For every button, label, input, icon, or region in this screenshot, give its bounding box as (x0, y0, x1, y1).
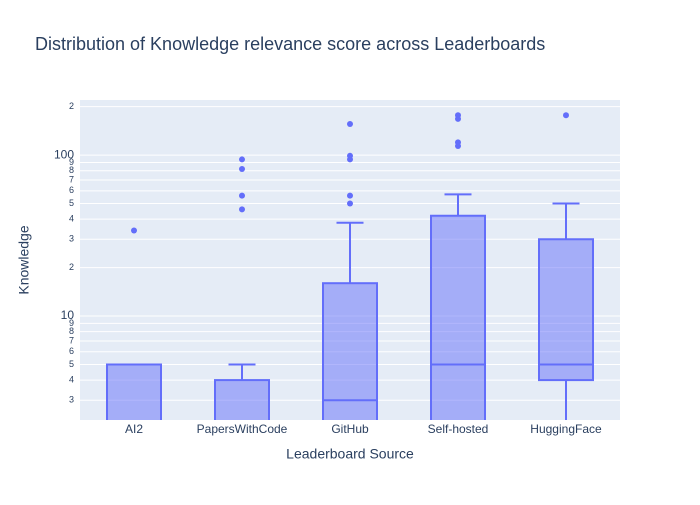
outlier (131, 227, 137, 234)
x-tick-label: GitHub (331, 422, 369, 436)
outlier (347, 200, 353, 207)
y-tick-label: 6 (69, 185, 74, 195)
outlier (347, 156, 353, 163)
y-tick-label: 6 (69, 346, 74, 356)
box (214, 379, 270, 420)
outlier (239, 156, 245, 163)
box (430, 214, 486, 420)
y-tick-label: 3 (69, 234, 74, 244)
outlier (455, 142, 461, 149)
y-tick-label: 3 (69, 395, 74, 405)
x-tick-label: HuggingFace (530, 422, 602, 436)
y-tick-label: 4 (69, 214, 74, 224)
x-axis-title: Leaderboard Source (286, 446, 414, 462)
x-tick-label: AI2 (125, 422, 143, 436)
y-tick-label: 9 (69, 157, 74, 167)
y-tick-label: 2 (69, 262, 74, 272)
chart-title: Distribution of Knowledge relevance scor… (35, 34, 545, 54)
y-tick-label: 10 (61, 308, 75, 322)
y-tick-label: 100 (54, 147, 74, 161)
x-tick-label: Self-hosted (428, 422, 489, 436)
outlier (563, 112, 569, 119)
y-tick-label: 7 (69, 174, 74, 184)
y-axis-title: Knowledge (16, 225, 32, 294)
y-tick-label: 9 (69, 318, 74, 328)
outlier (239, 192, 245, 199)
y-tick-label: 5 (69, 198, 74, 208)
y-tick-label: 2 (69, 101, 74, 111)
y-tick-label: 4 (69, 374, 74, 384)
outlier (239, 206, 245, 213)
box (538, 238, 594, 382)
box (322, 282, 378, 420)
outlier (239, 165, 245, 172)
outlier (347, 192, 353, 199)
y-tick-label: 8 (69, 326, 74, 336)
box (106, 363, 162, 420)
x-tick-label: PapersWithCode (197, 422, 288, 436)
outlier (347, 121, 353, 128)
outlier (455, 115, 461, 122)
y-tick-label: 7 (69, 335, 74, 345)
y-tick-label: 5 (69, 359, 74, 369)
y-tick-label: 8 (69, 165, 74, 175)
